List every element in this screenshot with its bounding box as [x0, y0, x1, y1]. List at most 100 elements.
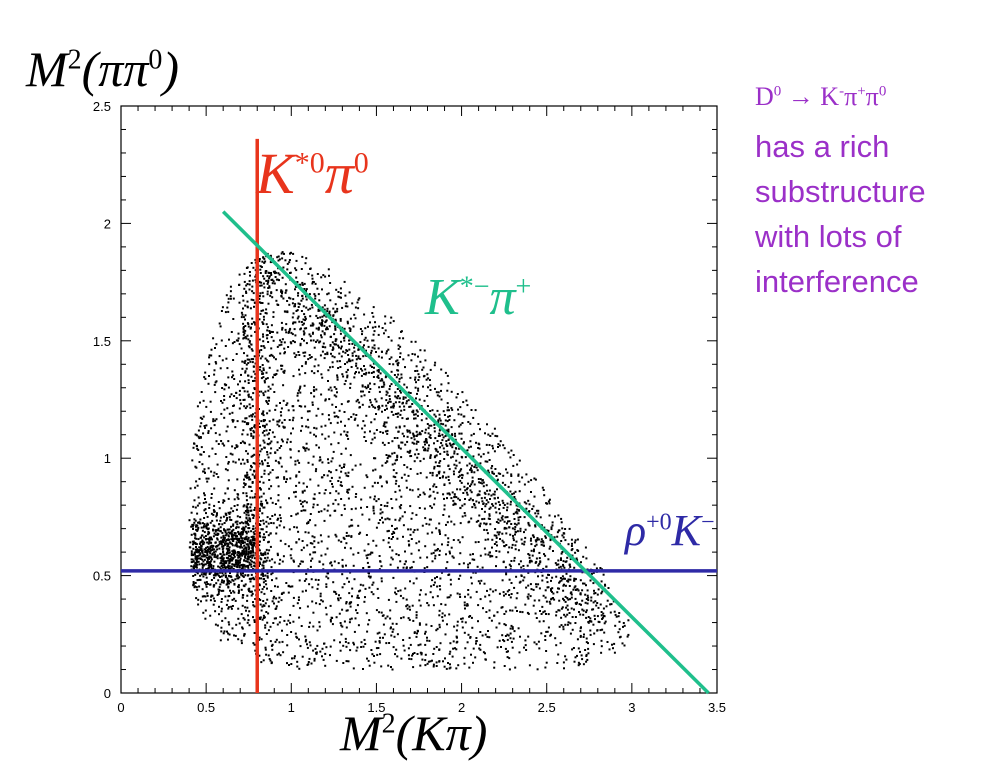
scatter-point: [228, 633, 231, 636]
scatter-point: [587, 647, 590, 650]
scatter-point: [434, 455, 437, 458]
scatter-point: [438, 609, 441, 612]
scatter-point: [359, 341, 362, 344]
scatter-point: [254, 598, 257, 600]
scatter-point: [573, 608, 575, 611]
scatter-point: [214, 610, 217, 613]
scatter-point: [418, 622, 421, 625]
scatter-point: [267, 654, 270, 657]
scatter-point: [398, 380, 401, 383]
scatter-point: [507, 485, 510, 488]
scatter-point: [585, 641, 588, 644]
scatter-point: [330, 335, 332, 338]
scatter-point: [273, 561, 276, 564]
scatter-point: [291, 302, 294, 305]
scatter-point: [454, 503, 456, 506]
scatter-point: [337, 442, 340, 445]
scatter-point: [289, 440, 292, 443]
scatter-point: [321, 655, 323, 658]
scatter-point: [288, 296, 291, 299]
scatter-point: [239, 399, 242, 402]
scatter-point: [374, 640, 377, 643]
scatter-point: [600, 614, 603, 617]
scatter-point: [384, 376, 387, 379]
scatter-point: [241, 527, 244, 530]
scatter-point: [295, 484, 298, 487]
scatter-point: [227, 511, 230, 514]
scatter-point: [534, 478, 537, 481]
scatter-point: [391, 463, 394, 466]
scatter-point: [250, 509, 253, 512]
scatter-point: [231, 370, 234, 373]
scatter-point: [587, 642, 589, 645]
scatter-point: [376, 632, 379, 635]
scatter-point: [305, 342, 308, 345]
scatter-point: [449, 578, 452, 581]
scatter-point: [323, 308, 326, 311]
scatter-point: [444, 603, 447, 606]
scatter-point: [550, 579, 552, 582]
scatter-point: [232, 419, 235, 422]
scatter-point: [265, 400, 268, 402]
scatter-point: [418, 507, 421, 509]
scatter-point: [382, 521, 384, 524]
scatter-point: [273, 435, 276, 438]
scatter-point: [211, 519, 214, 522]
scatter-point: [467, 521, 470, 524]
scatter-point: [265, 371, 268, 374]
scatter-point: [274, 451, 277, 454]
scatter-point: [538, 562, 541, 565]
scatter-point: [221, 531, 224, 534]
scatter-point: [302, 330, 305, 333]
scatter-point: [262, 560, 265, 563]
scatter-point: [446, 623, 448, 626]
scatter-point: [199, 536, 202, 539]
scatter-point: [242, 492, 245, 495]
scatter-point: [391, 558, 394, 561]
scatter-point: [346, 376, 349, 379]
scatter-point: [264, 272, 267, 274]
scatter-point: [192, 575, 195, 577]
scatter-point: [201, 417, 204, 420]
scatter-point: [224, 530, 227, 532]
scatter-point: [423, 349, 426, 352]
scatter-point: [227, 559, 230, 562]
scatter-point: [443, 471, 446, 474]
scatter-point: [470, 483, 473, 486]
scatter-point: [246, 606, 249, 609]
scatter-point: [268, 409, 271, 412]
scatter-point: [213, 576, 216, 579]
scatter-point: [303, 579, 306, 582]
scatter-point: [373, 432, 376, 435]
scatter-point: [573, 586, 576, 589]
scatter-point: [489, 435, 492, 437]
scatter-point: [592, 601, 595, 604]
scatter-point: [504, 624, 507, 627]
scatter-point: [438, 585, 441, 587]
scatter-point: [590, 620, 593, 623]
scatter-point: [233, 498, 236, 501]
scatter-point: [326, 474, 329, 477]
scatter-point: [501, 532, 504, 535]
scatter-point: [447, 479, 450, 481]
scatter-point: [237, 592, 240, 594]
scatter-point: [282, 297, 285, 300]
scatter-point: [429, 384, 432, 387]
scatter-point: [542, 544, 545, 547]
scatter-point: [313, 293, 316, 296]
scatter-point: [290, 548, 293, 551]
scatter-point: [296, 392, 299, 395]
scatter-point: [502, 591, 505, 594]
scatter-point: [246, 283, 249, 285]
scatter-point: [389, 455, 392, 458]
scatter-point: [245, 548, 248, 551]
scatter-point: [527, 571, 530, 574]
scatter-point: [342, 644, 345, 647]
scatter-point: [497, 518, 500, 521]
scatter-point: [231, 376, 233, 379]
scatter-point: [237, 563, 240, 566]
scatter-point: [351, 342, 354, 345]
scatter-point: [264, 560, 267, 563]
scatter-point: [377, 377, 380, 379]
scatter-point: [238, 538, 240, 541]
